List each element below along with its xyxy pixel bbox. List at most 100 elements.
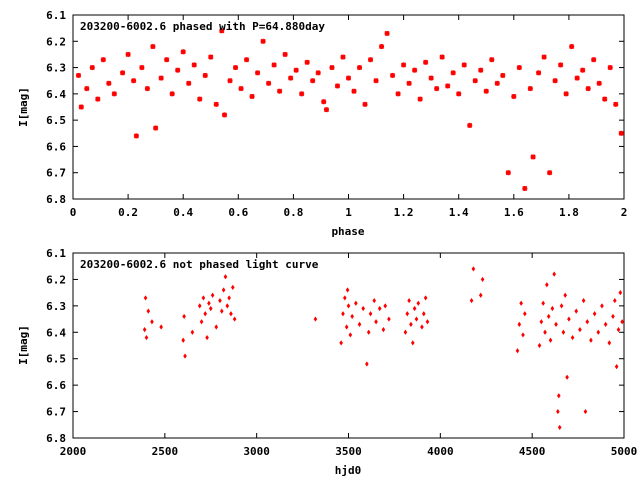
data-point (277, 88, 283, 94)
x-tick-label: 0.8 (283, 206, 303, 219)
y-tick-label: 6.8 (46, 432, 66, 445)
data-point (197, 303, 202, 309)
data-point (230, 284, 235, 290)
data-point (142, 327, 147, 333)
data-point (613, 297, 617, 304)
data-point (381, 327, 386, 333)
data-point (180, 49, 186, 55)
data-point (227, 295, 231, 301)
data-point (515, 348, 520, 354)
data-point (378, 43, 385, 50)
y-tick-label: 6.5 (46, 353, 66, 366)
data-point (472, 78, 478, 84)
data-point (547, 170, 553, 176)
data-point (232, 65, 239, 71)
y-tick-label: 6.3 (46, 300, 66, 313)
data-point (559, 303, 564, 309)
data-point (383, 303, 388, 309)
data-point (602, 96, 608, 102)
data-point (362, 101, 368, 107)
data-point (299, 91, 305, 97)
data-point (84, 86, 90, 92)
data-point (315, 70, 321, 76)
data-point (469, 297, 474, 304)
data-point (618, 290, 623, 296)
data-point (450, 70, 456, 76)
data-point (106, 80, 112, 86)
data-point (565, 374, 569, 380)
data-point (556, 393, 561, 399)
data-point (341, 311, 345, 317)
data-point (403, 329, 408, 335)
data-point (574, 308, 579, 314)
data-point (75, 72, 82, 79)
bottom-unphased-plot: 2000 2500 3000 3500 4000 4500 5000 6.16.26.36.… (17, 247, 637, 477)
data-point (344, 324, 349, 330)
data-point (356, 65, 363, 71)
data-point (523, 311, 527, 317)
data-point (505, 170, 511, 176)
data-point (111, 91, 117, 97)
data-point (365, 361, 369, 367)
data-point (387, 316, 391, 322)
data-point (372, 297, 377, 304)
data-point (271, 62, 277, 68)
bottom-y-axis-label: I[mag] (17, 325, 30, 365)
data-point (181, 337, 185, 343)
data-point (405, 311, 410, 317)
data-point (249, 93, 255, 100)
x-tick-label: 4500 (519, 445, 546, 458)
data-point (293, 67, 299, 73)
data-point (357, 321, 362, 327)
y-tick-label: 6.4 (46, 88, 66, 101)
y-tick-label: 6.4 (46, 326, 66, 339)
bottom-y-axis: 6.1 6.2 6.3 6.4 6.5 6.6 6.7 6.8 (46, 247, 624, 445)
data-point (543, 329, 547, 335)
data-point (614, 364, 619, 370)
x-tick-label: 0.4 (173, 206, 193, 219)
data-point (214, 324, 219, 330)
data-point (423, 295, 428, 301)
data-point (210, 292, 215, 298)
data-point (550, 305, 555, 312)
bottom-x-axis-label: hjd0 (335, 464, 362, 477)
x-tick-label: 1.8 (559, 206, 579, 219)
data-point (546, 313, 551, 320)
y-tick-label: 6.5 (46, 114, 66, 127)
data-point (232, 316, 237, 322)
data-point (219, 28, 225, 34)
data-point (282, 51, 288, 57)
data-point (390, 72, 396, 79)
x-tick-label: 2 (621, 206, 628, 219)
data-point (143, 295, 148, 301)
data-point (536, 70, 542, 76)
x-tick-label: 1 (345, 206, 352, 219)
x-tick-label: 4000 (427, 445, 454, 458)
data-point (144, 334, 149, 341)
data-point (153, 125, 159, 131)
data-point (530, 154, 536, 160)
y-tick-label: 6.7 (46, 167, 66, 180)
data-point (343, 295, 347, 301)
data-point (489, 57, 495, 63)
y-tick-label: 6.2 (46, 273, 66, 286)
y-tick-label: 6.1 (46, 9, 66, 22)
x-tick-label: 0 (70, 206, 77, 219)
data-point (570, 334, 575, 341)
top-phased-plot: 0 0.2 0.4 0.6 0.8 1 1.2 1.4 1.6 1.8 2 6.1 6.2 6.3 6.4… (17, 9, 627, 238)
data-point (373, 78, 379, 84)
data-point (591, 57, 597, 63)
y-tick-label: 6.7 (46, 406, 66, 419)
x-tick-label: 0.6 (228, 206, 248, 219)
data-point (351, 88, 357, 94)
data-point (223, 274, 228, 280)
data-point (346, 303, 351, 309)
data-point (323, 107, 330, 113)
data-point (434, 86, 440, 92)
data-point (580, 67, 586, 73)
data-point (478, 292, 483, 298)
x-tick-label: 1.2 (394, 206, 414, 219)
data-point (471, 266, 476, 272)
data-point (199, 319, 204, 325)
bottom-data-points (142, 266, 624, 431)
